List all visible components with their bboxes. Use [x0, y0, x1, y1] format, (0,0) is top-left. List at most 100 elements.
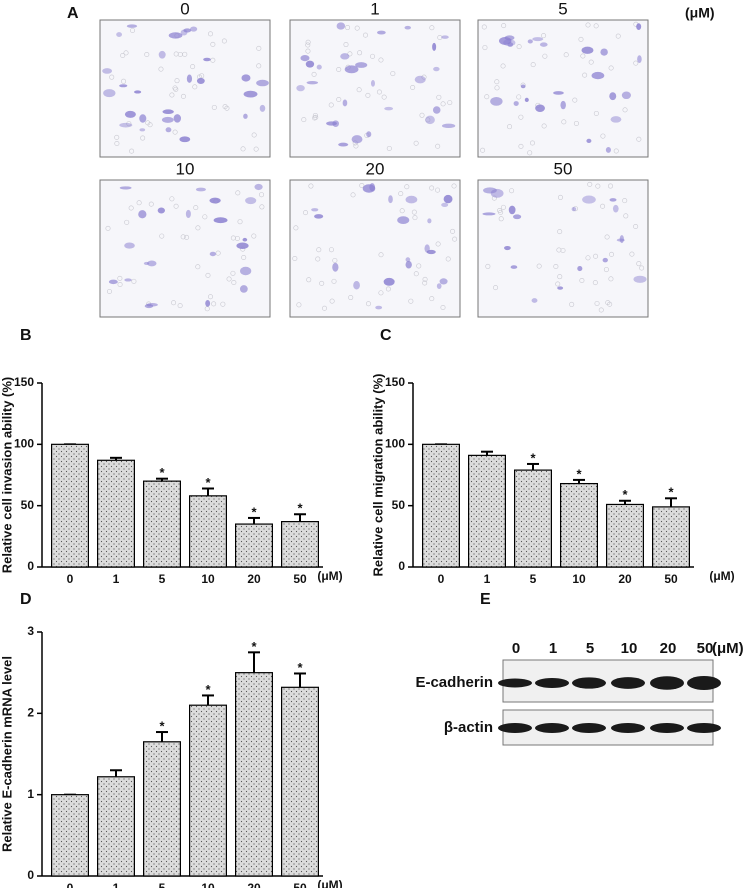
pore: [172, 85, 178, 91]
cell: [513, 101, 519, 106]
pore: [303, 210, 309, 216]
y-tick-label: 2: [27, 706, 34, 720]
pore: [256, 63, 262, 69]
cell: [161, 116, 174, 123]
micrograph: [289, 179, 461, 318]
pore: [636, 261, 642, 267]
pore: [231, 279, 237, 285]
cell: [405, 260, 412, 269]
cell: [426, 249, 436, 255]
pore: [555, 281, 561, 287]
x-tick-label: 5: [159, 881, 166, 888]
pore: [600, 203, 606, 209]
bar: [559, 482, 598, 568]
cell: [108, 279, 118, 285]
pore: [312, 115, 318, 121]
cell: [239, 285, 248, 293]
significance-mark: *: [530, 450, 536, 465]
x-tick-label: 1: [113, 881, 120, 888]
pore: [195, 264, 201, 270]
pore: [222, 104, 228, 110]
pore: [421, 74, 427, 80]
bar: [96, 776, 135, 877]
pore: [422, 280, 428, 286]
cell: [196, 77, 205, 85]
pore: [211, 104, 217, 110]
panel-letter: D: [20, 591, 32, 608]
pore: [404, 184, 410, 190]
cell: [241, 74, 251, 82]
cell: [143, 261, 150, 266]
cell: [353, 281, 360, 290]
pore: [378, 57, 384, 63]
pore: [553, 264, 559, 270]
pore: [429, 25, 435, 31]
pore: [629, 251, 635, 257]
pore: [177, 51, 183, 57]
pore: [365, 301, 371, 307]
x-tick-label: 20: [247, 881, 261, 888]
pore: [594, 300, 600, 306]
blot-band: [572, 723, 606, 733]
pore: [315, 256, 321, 262]
pore: [329, 298, 335, 304]
cell: [577, 265, 583, 272]
pore: [230, 235, 236, 241]
cell: [370, 79, 375, 87]
pore: [230, 270, 236, 276]
cell: [609, 92, 617, 101]
cell: [535, 104, 545, 113]
pore: [169, 196, 175, 202]
pore: [343, 42, 349, 48]
pore: [211, 301, 217, 307]
cell: [503, 39, 516, 47]
cell: [433, 66, 440, 72]
pore: [573, 120, 579, 126]
bar: [143, 480, 182, 568]
cell: [259, 104, 266, 112]
cell: [240, 266, 252, 276]
pore: [158, 66, 164, 72]
pore: [398, 191, 404, 197]
x-tick-label: 10: [201, 572, 215, 586]
pore: [184, 234, 190, 240]
pore: [385, 286, 391, 292]
pore: [171, 300, 177, 306]
pore: [234, 235, 240, 241]
cell: [203, 57, 211, 62]
cell: [306, 80, 319, 85]
cell: [384, 106, 394, 111]
significance-mark: *: [251, 504, 257, 519]
cell: [342, 99, 348, 107]
concentration-label: 0: [180, 0, 189, 18]
y-tick-label: 100: [385, 437, 405, 451]
x-tick-label: 5: [530, 572, 537, 586]
cell: [616, 238, 625, 242]
pore: [623, 213, 629, 219]
cell: [300, 54, 310, 62]
cell: [441, 35, 449, 39]
cell: [158, 50, 166, 59]
pore: [485, 263, 491, 269]
pore: [399, 208, 405, 214]
pore: [331, 278, 337, 284]
cell: [600, 48, 608, 56]
x-tick-label: 20: [247, 572, 261, 586]
pore: [169, 92, 175, 98]
pore: [357, 50, 363, 56]
pore: [561, 119, 567, 125]
cell: [116, 32, 123, 37]
pore: [378, 290, 384, 296]
cell: [185, 209, 191, 219]
pore: [622, 198, 628, 204]
cell: [636, 23, 642, 31]
pore: [301, 117, 307, 123]
blot-band: [687, 723, 721, 733]
pore: [136, 200, 142, 206]
cell: [209, 251, 217, 257]
cell: [366, 131, 372, 138]
pore: [493, 285, 499, 291]
pore: [572, 97, 578, 103]
pore: [159, 233, 165, 239]
